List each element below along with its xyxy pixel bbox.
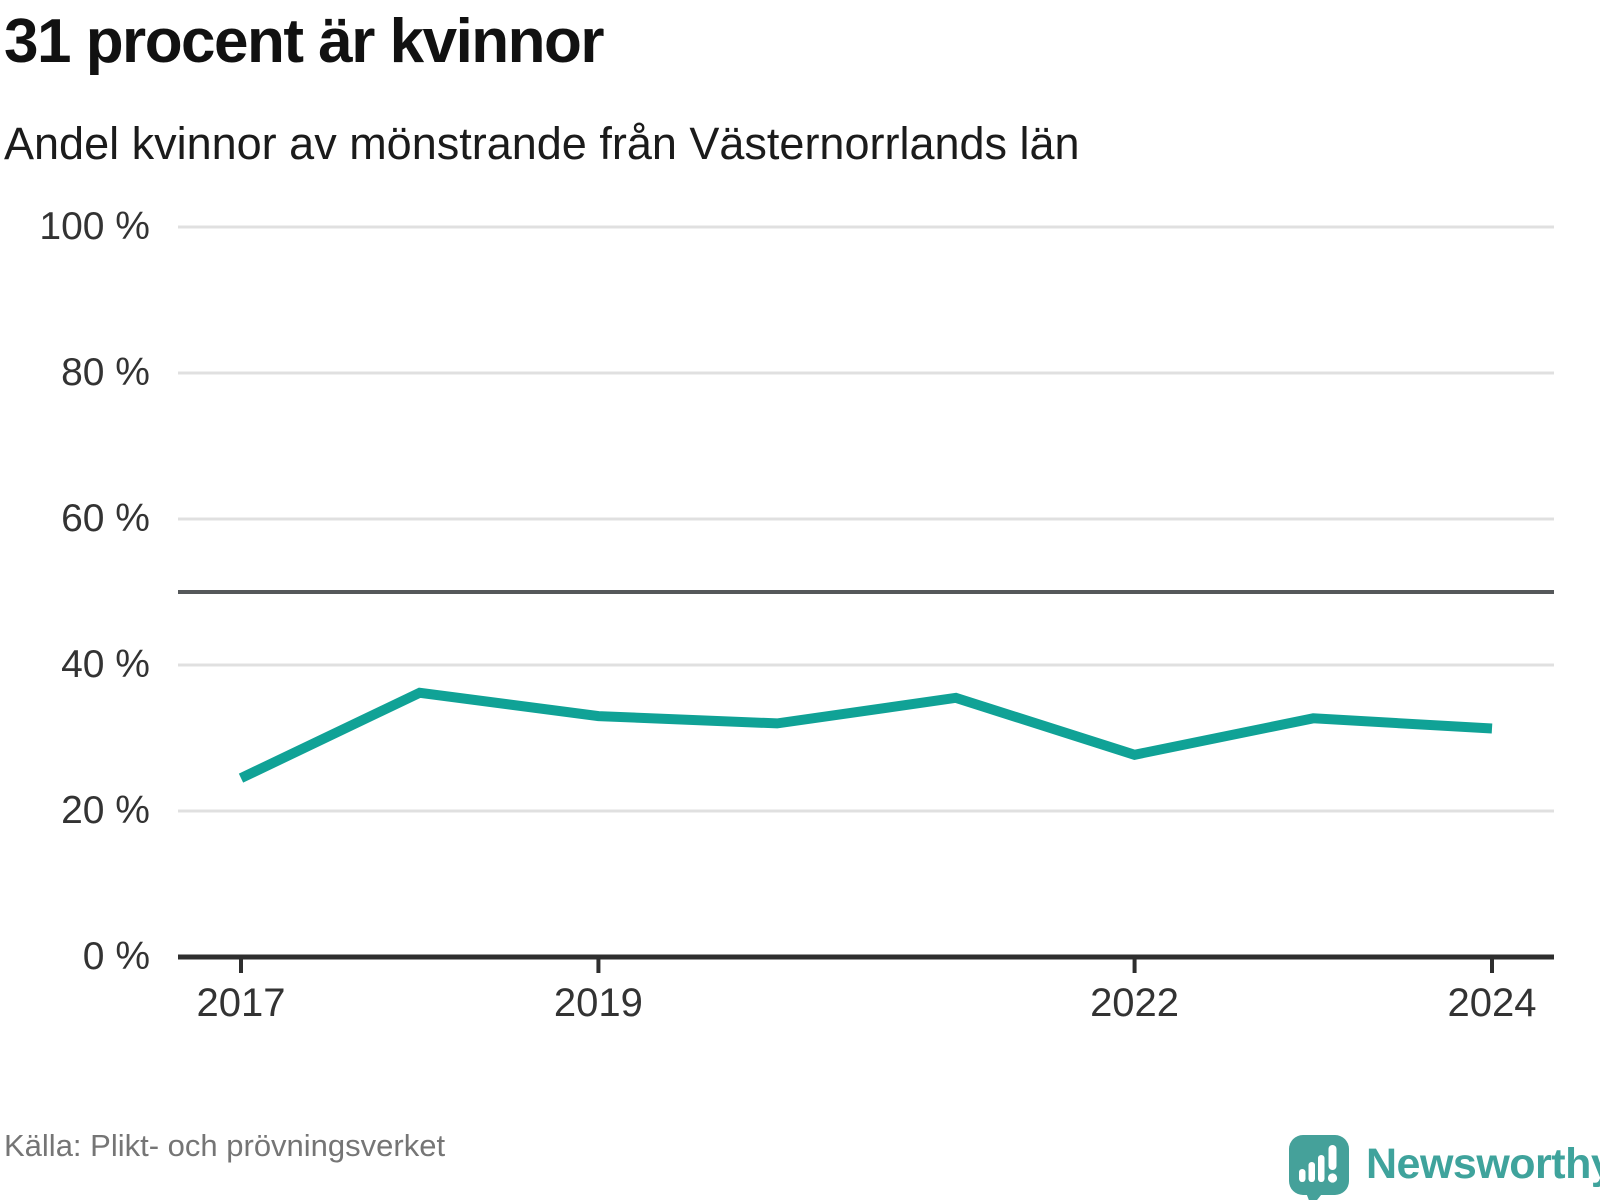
y-tick-label: 20 % xyxy=(61,789,150,832)
y-tick-label: 0 % xyxy=(82,935,150,978)
y-tick-label: 100 % xyxy=(39,205,150,248)
x-tick-label: 2019 xyxy=(553,981,643,1025)
x-tick-label: 2024 xyxy=(1447,981,1537,1025)
x-tick-label: 2022 xyxy=(1090,981,1180,1025)
y-tick-label: 40 % xyxy=(61,643,150,686)
x-tick-label: 2017 xyxy=(196,981,286,1025)
chart-subtitle: Andel kvinnor av mönstrande från Västern… xyxy=(4,118,1080,169)
source-note: Källa: Plikt- och prövningsverket xyxy=(4,1128,446,1163)
y-tick-label: 80 % xyxy=(61,351,150,394)
y-tick-label: 60 % xyxy=(61,497,150,540)
newsworthy-speech-bubble-chart-icon xyxy=(1289,1135,1349,1200)
newsworthy-logo: Newsworthy xyxy=(1288,1134,1600,1200)
chart-title: 31 procent är kvinnor xyxy=(4,7,605,76)
data-line xyxy=(238,687,1493,783)
newsworthy-wordmark: Newsworthy xyxy=(1366,1140,1600,1188)
